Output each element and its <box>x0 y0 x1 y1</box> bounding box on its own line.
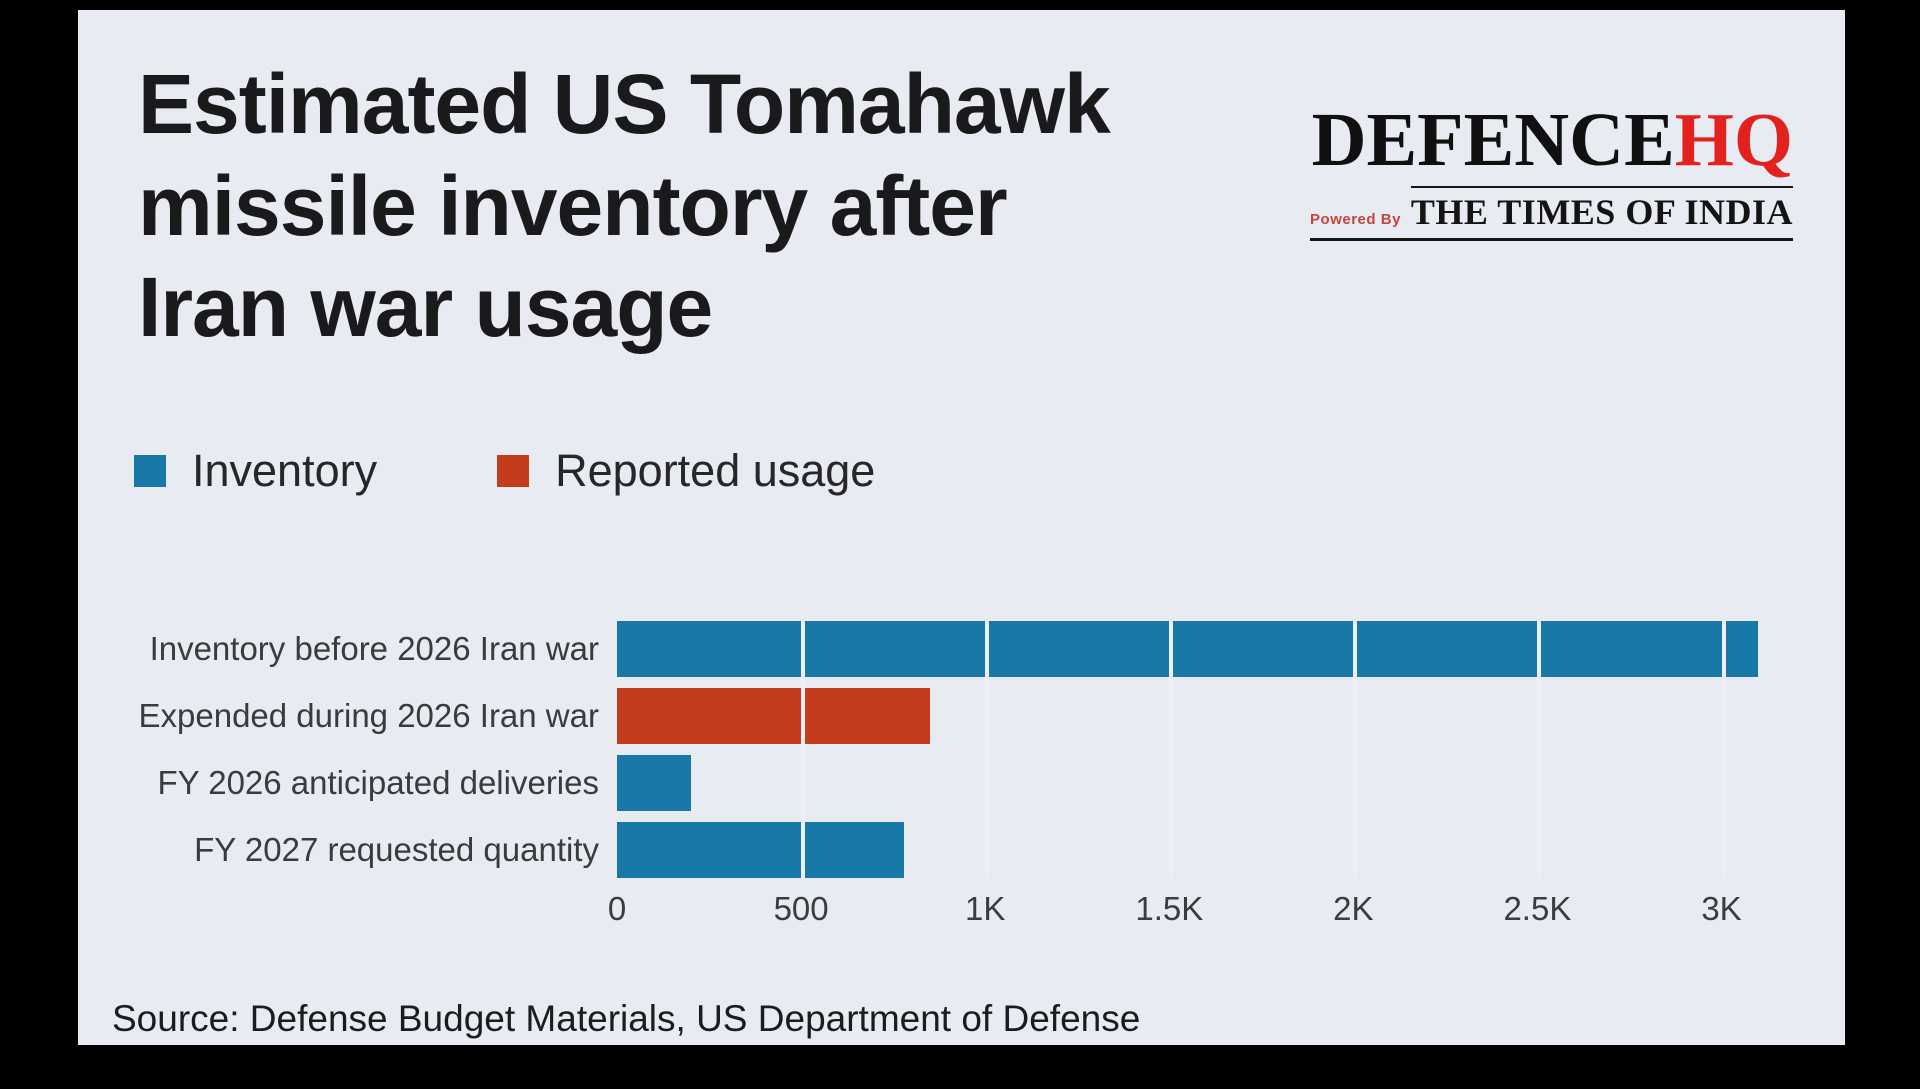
x-tick-label: 500 <box>773 889 829 927</box>
x-tick-label: 2.5K <box>1503 889 1572 927</box>
chart-row: FY 2027 requested quantity <box>112 821 1811 878</box>
bar-chart: Inventory before 2026 Iran war Expended … <box>112 620 1811 934</box>
legend-label-inventory: Inventory <box>192 444 378 496</box>
powered-by-label: Powered By <box>1310 211 1401 228</box>
defencehq-wordmark: DEFENCEHQ <box>1310 102 1793 178</box>
times-of-india-strip: Powered By THE TIMES OF INDIA <box>1310 186 1793 241</box>
logo-hq-text: HQ <box>1674 98 1793 182</box>
title-line-3: Iran war usage <box>138 260 713 355</box>
reported-usage-swatch-icon <box>497 454 530 487</box>
x-tick-label: 1K <box>965 889 1006 927</box>
chart-title: Estimated US Tomahawk missile inventory … <box>138 54 1288 359</box>
legend-item-inventory: Inventory <box>134 445 377 497</box>
bar-track <box>617 754 1797 811</box>
logo-defence-text: DEFENCE <box>1311 98 1675 182</box>
category-label: FY 2027 requested quantity <box>194 830 599 868</box>
bar-inventory-before-war <box>617 620 1759 677</box>
x-tick-label: 0 <box>607 889 627 927</box>
infographic-panel: Estimated US Tomahawk missile inventory … <box>78 10 1845 1045</box>
x-tick-label: 1.5K <box>1135 889 1204 927</box>
chart-row: FY 2026 anticipated deliveries <box>112 754 1811 811</box>
bar-track <box>617 821 1797 878</box>
chart-row: Inventory before 2026 Iran war <box>112 620 1811 677</box>
bar-expended-during-war <box>617 687 930 744</box>
bar-fy2027-requested <box>617 821 905 878</box>
inventory-swatch-icon <box>134 454 166 487</box>
category-label: Inventory before 2026 Iran war <box>149 629 599 667</box>
x-tick-label: 2K <box>1333 889 1374 927</box>
chart-row: Expended during 2026 Iran war <box>112 687 1811 744</box>
x-tick-label: 3K <box>1701 889 1742 927</box>
defencehq-logo: DEFENCEHQ Powered By THE TIMES OF INDIA <box>1310 102 1793 241</box>
chart-legend: Inventory Reported usage <box>134 445 1811 497</box>
bar-fy2026-deliveries <box>617 754 691 811</box>
category-label: Expended during 2026 Iran war <box>138 696 600 734</box>
legend-label-reported-usage: Reported usage <box>555 444 876 496</box>
legend-item-reported-usage: Reported usage <box>497 445 875 497</box>
content-area: Estimated US Tomahawk missile inventory … <box>78 54 1845 1089</box>
category-label: FY 2026 anticipated deliveries <box>157 763 599 801</box>
bar-track <box>617 687 1797 744</box>
bar-track <box>617 620 1797 677</box>
times-of-india-wordmark: THE TIMES OF INDIA <box>1410 186 1793 233</box>
title-line-2: missile inventory after <box>138 158 1008 253</box>
x-axis: 0 500 1K 1.5K 2K 2.5K 3K <box>608 889 1797 934</box>
title-line-1: Estimated US Tomahawk <box>138 57 1111 151</box>
source-note: Source: Defense Budget Materials, US Dep… <box>112 997 1141 1039</box>
